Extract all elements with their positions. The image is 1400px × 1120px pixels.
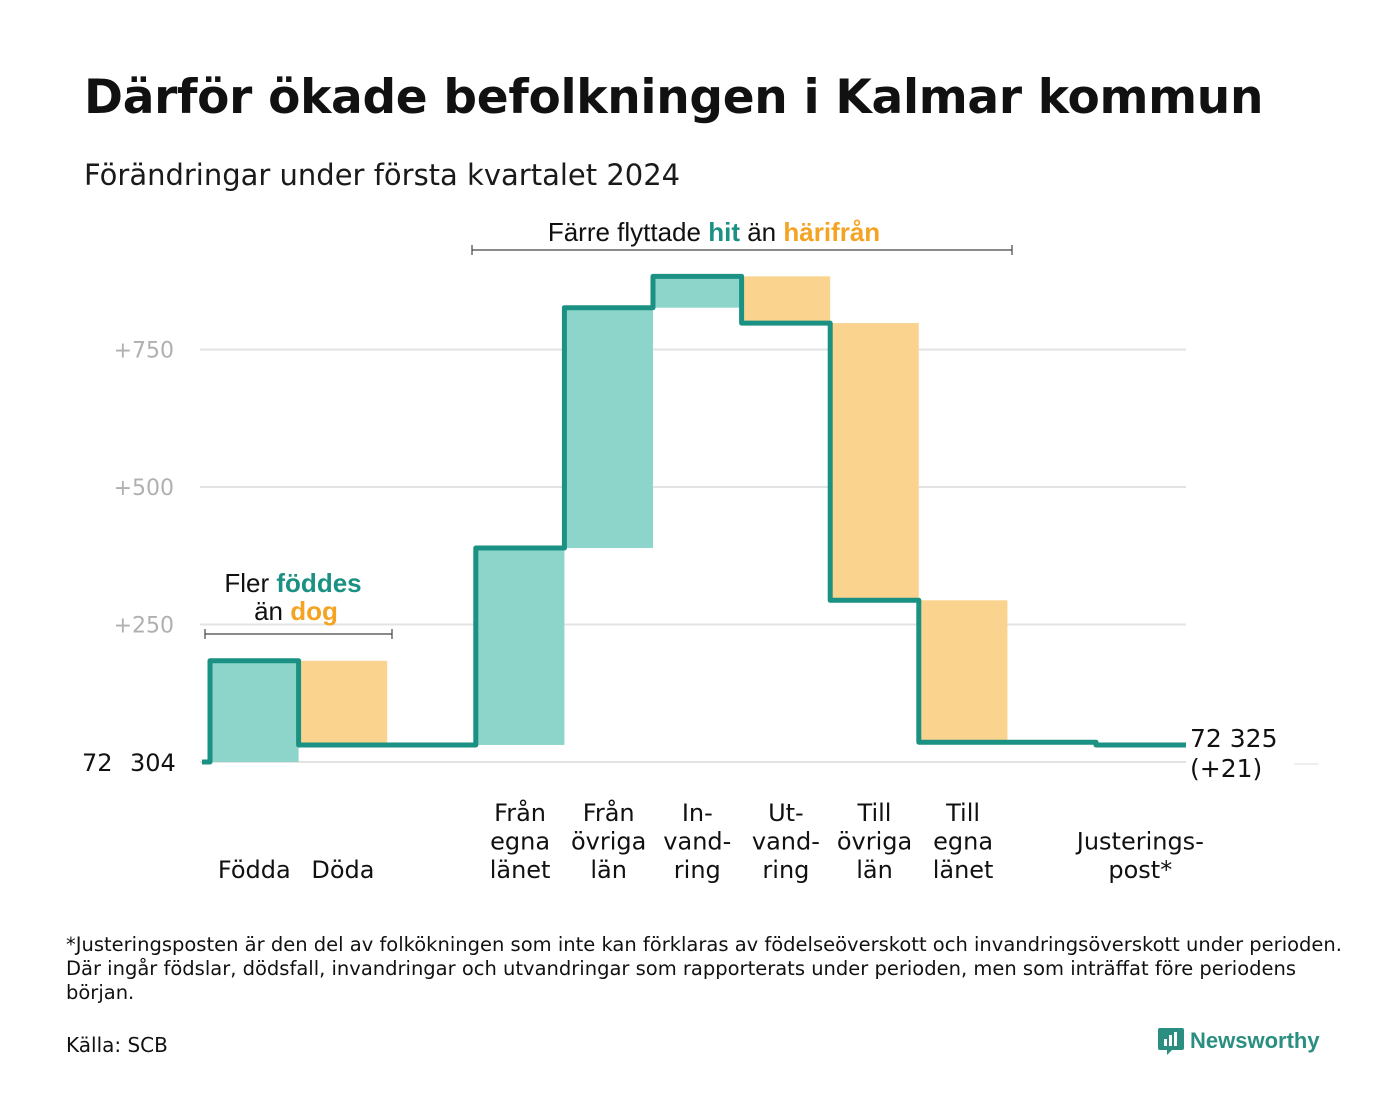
- category-label: Justerings-: [1075, 828, 1204, 856]
- brand-name: Newsworthy: [1190, 1028, 1320, 1053]
- category-label: övriga: [571, 828, 646, 856]
- category-label: Från: [494, 798, 546, 827]
- svg-text:Fler föddes: Fler föddes: [224, 568, 361, 598]
- increase-bar: [475, 548, 565, 745]
- decrease-bar: [741, 276, 831, 324]
- category-label: Från: [583, 798, 635, 827]
- svg-text:än dog: än dog: [254, 596, 338, 626]
- births-annotation-text: Fler: [224, 568, 269, 598]
- svg-text:Färre flyttade hit: Färre flyttade hit än härifrån: [548, 217, 880, 247]
- category-label: vand-: [752, 828, 820, 856]
- migration-annotation-than: än: [747, 217, 776, 247]
- start-value-label-part2: 304: [130, 749, 176, 777]
- migration-annotation: Färre flyttade hit än härifrån: [471, 217, 1013, 255]
- increase-bar: [564, 307, 653, 549]
- bars: [210, 276, 1008, 762]
- migration-annotation-text: Färre flyttade: [548, 217, 701, 247]
- category-labels: Födda DödaFrånegnalänetFrånövrigalänIn-va…: [218, 798, 1204, 884]
- category-label: ring: [762, 856, 809, 884]
- cumulative-step-line: [202, 273, 1186, 765]
- end-value-label: 72 325: [1190, 724, 1277, 753]
- y-tick-label: +250: [114, 614, 174, 639]
- category-label: länet: [490, 856, 551, 884]
- increase-bar: [653, 276, 742, 308]
- category-label: post*: [1108, 856, 1172, 884]
- category-label: län: [856, 856, 893, 884]
- migration-annotation-harifran: härifrån: [783, 217, 880, 247]
- increase-bar: [210, 660, 299, 762]
- y-tick-label: +750: [114, 339, 174, 364]
- waterfall-chart: +250+500+750 Födda DödaFrånegnalänetFrånö…: [82, 217, 1318, 884]
- category-label: Till: [857, 799, 892, 827]
- source-label: Källa: SCB: [66, 1033, 168, 1057]
- category-label: länet: [933, 856, 994, 884]
- category-label: Födda: [218, 856, 291, 884]
- chart-title: Därför ökade befolkningen i Kalmar kommu…: [84, 70, 1264, 125]
- category-label: övriga: [837, 828, 912, 856]
- births-annotation: Fler föddes än dog: [204, 568, 393, 639]
- category-label: egna: [933, 828, 993, 856]
- footnote: *Justeringsposten är den del av folkökni…: [66, 933, 1342, 1004]
- start-value-label-part1: 72: [82, 749, 113, 777]
- decrease-bar: [918, 600, 1008, 743]
- category-label: ring: [674, 856, 721, 884]
- category-label: Ut-: [768, 799, 804, 827]
- category-label: Till: [945, 799, 980, 827]
- brand-logo: Newsworthy: [1158, 1026, 1320, 1056]
- decrease-bar: [298, 660, 388, 745]
- category-label: egna: [490, 828, 550, 856]
- decrease-bar: [830, 323, 919, 601]
- migration-annotation-hit: hit: [708, 217, 740, 247]
- births-annotation-than: än: [254, 596, 283, 626]
- gridlines: +250 +500 +750: [114, 339, 1318, 765]
- births-annotation-dog: dog: [290, 596, 338, 626]
- category-label: län: [590, 856, 627, 884]
- category-label: Döda: [311, 856, 374, 884]
- category-label: vand-: [663, 828, 731, 856]
- chart-subtitle: Förändringar under första kvartalet 2024: [84, 158, 681, 192]
- end-change-label: (+21): [1190, 754, 1262, 783]
- births-annotation-foddes: föddes: [276, 568, 361, 598]
- category-label: In-: [682, 799, 713, 827]
- step-line: [202, 273, 1186, 765]
- y-tick-label: +500: [114, 476, 174, 501]
- chart-icon: [1158, 1028, 1184, 1055]
